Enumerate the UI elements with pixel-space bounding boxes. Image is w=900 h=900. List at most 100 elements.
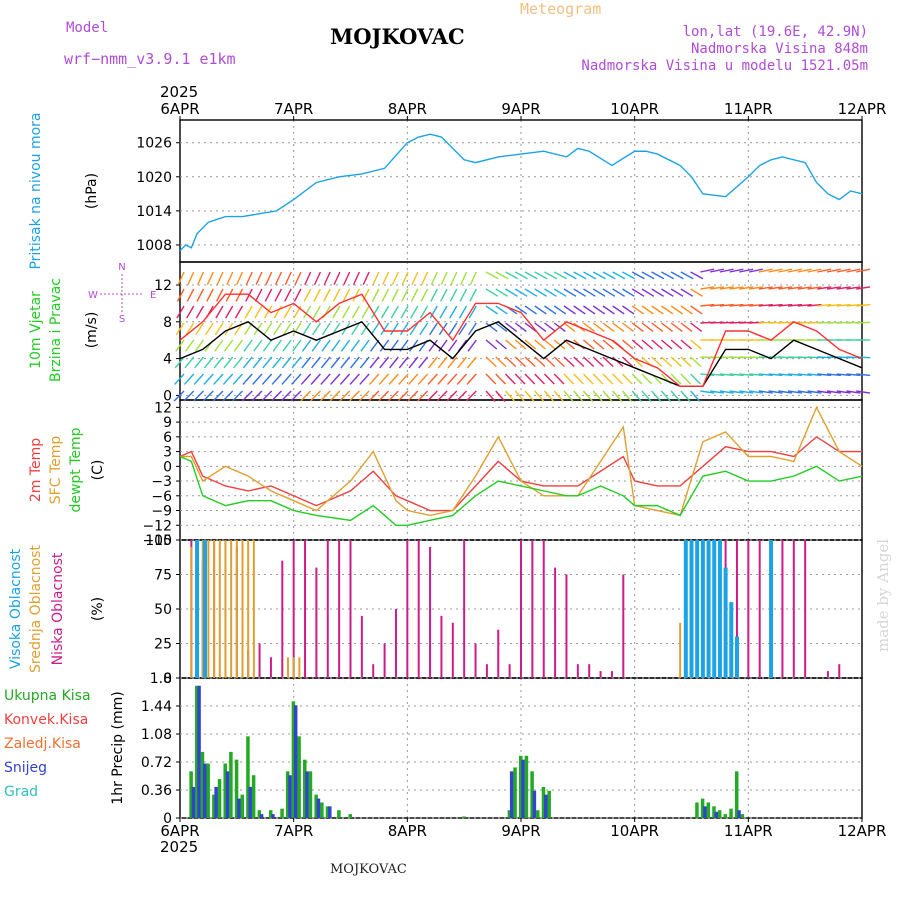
wind-vector [321,322,331,336]
wind-vector [856,321,871,324]
wind-vector [543,390,555,402]
wind-vector [700,390,715,394]
wind-vector [378,390,390,402]
wind-vector [193,390,204,402]
precip-bar [507,810,512,818]
cloud-bar [734,636,739,678]
cloud-bar [252,540,255,678]
wind-vector [183,373,195,385]
wind-vector [173,390,185,402]
wind-vector [602,288,616,297]
wind-vector [243,322,253,336]
wind-vector [748,390,764,394]
wind-vector [430,288,438,302]
wind-vector [202,390,214,402]
wind-vector [856,390,871,394]
y-tick-label-wind: 8 [163,315,172,331]
wind-vector [563,322,576,333]
wind-vector [232,390,243,402]
cloud-bar [485,664,488,678]
wind-vector [710,373,725,377]
wind-vector [651,390,662,402]
wind-vector [836,390,851,394]
cloud-bar [292,540,295,678]
wind-vector [320,373,331,385]
precip-bar [251,775,256,818]
cloud-bar [683,540,688,678]
wind-vector [749,373,764,377]
precip-unit-label: 1hr Precip (mm) [110,691,126,804]
wind-vector [352,288,360,302]
wind-vector [183,390,195,402]
wind-vector [690,271,704,280]
x-tick-label-top: 11APR [724,100,773,118]
wind-vector [563,373,575,385]
precip-bar [544,794,548,818]
series-line-temperature-1 [180,405,863,517]
precip-bar [532,790,537,818]
wind-vector [495,339,507,350]
wind-vector [748,268,763,273]
precip-bar [740,814,745,818]
wind-vector [223,339,234,352]
precip-bar [314,794,318,818]
wind-vector [739,373,754,377]
wind-vector [407,373,419,385]
wind-vector [213,373,224,385]
wind-vector [563,356,575,368]
wind-vector [543,373,555,385]
wind-vector [222,373,234,385]
wind-vector [302,305,312,319]
precip-bar [246,736,250,818]
wind-vector [261,390,273,402]
cloud-bar [463,540,466,678]
wind-vector [369,373,380,385]
wind-vector [439,288,448,302]
wind-vector [362,288,370,302]
wind-vector [186,288,195,302]
wind-vector [612,288,625,297]
wind-vector [263,322,273,336]
station-title: MOJKOVAC [330,24,465,49]
wind-vector [253,339,263,352]
wind-vector [710,390,725,394]
wind-vector [214,339,224,352]
wind-vector [592,271,606,280]
wind-vector [408,356,419,369]
wind-vector [421,271,429,286]
wind-vector [573,373,584,385]
wind-vector [333,271,341,286]
cloud-bar [497,629,500,678]
precip-bar [217,779,222,818]
cloud-bar [230,540,233,678]
wind-vector [255,271,263,286]
wind-vector [195,305,205,319]
precip-bar [695,802,699,818]
wind-vector [553,390,564,402]
cloud-bar [203,540,208,678]
wind-vector [514,271,528,280]
wind-vector [351,322,360,336]
wind-vector [352,271,361,286]
wind-vector [321,339,331,352]
wind-vector [544,271,558,280]
wind-vector [284,288,292,302]
y-tick-label-pressure: 1014 [136,204,172,220]
wind-vector [323,288,331,302]
wind-vector [797,268,812,273]
wind-vector [563,271,577,280]
precip-bar [717,810,722,818]
wind-vector [583,339,595,350]
wind-vector [437,373,448,385]
wind-vector [495,271,509,280]
wind-vector [184,339,195,352]
wind-vector [224,322,234,336]
wind-vector [690,322,703,333]
cloud-bar [599,671,602,678]
precip-bar [737,810,741,818]
wind-vector [583,271,597,280]
wind-vector [329,390,341,402]
wind-vector [264,288,273,302]
precip-bar [348,814,352,818]
wind-vector [206,288,214,302]
